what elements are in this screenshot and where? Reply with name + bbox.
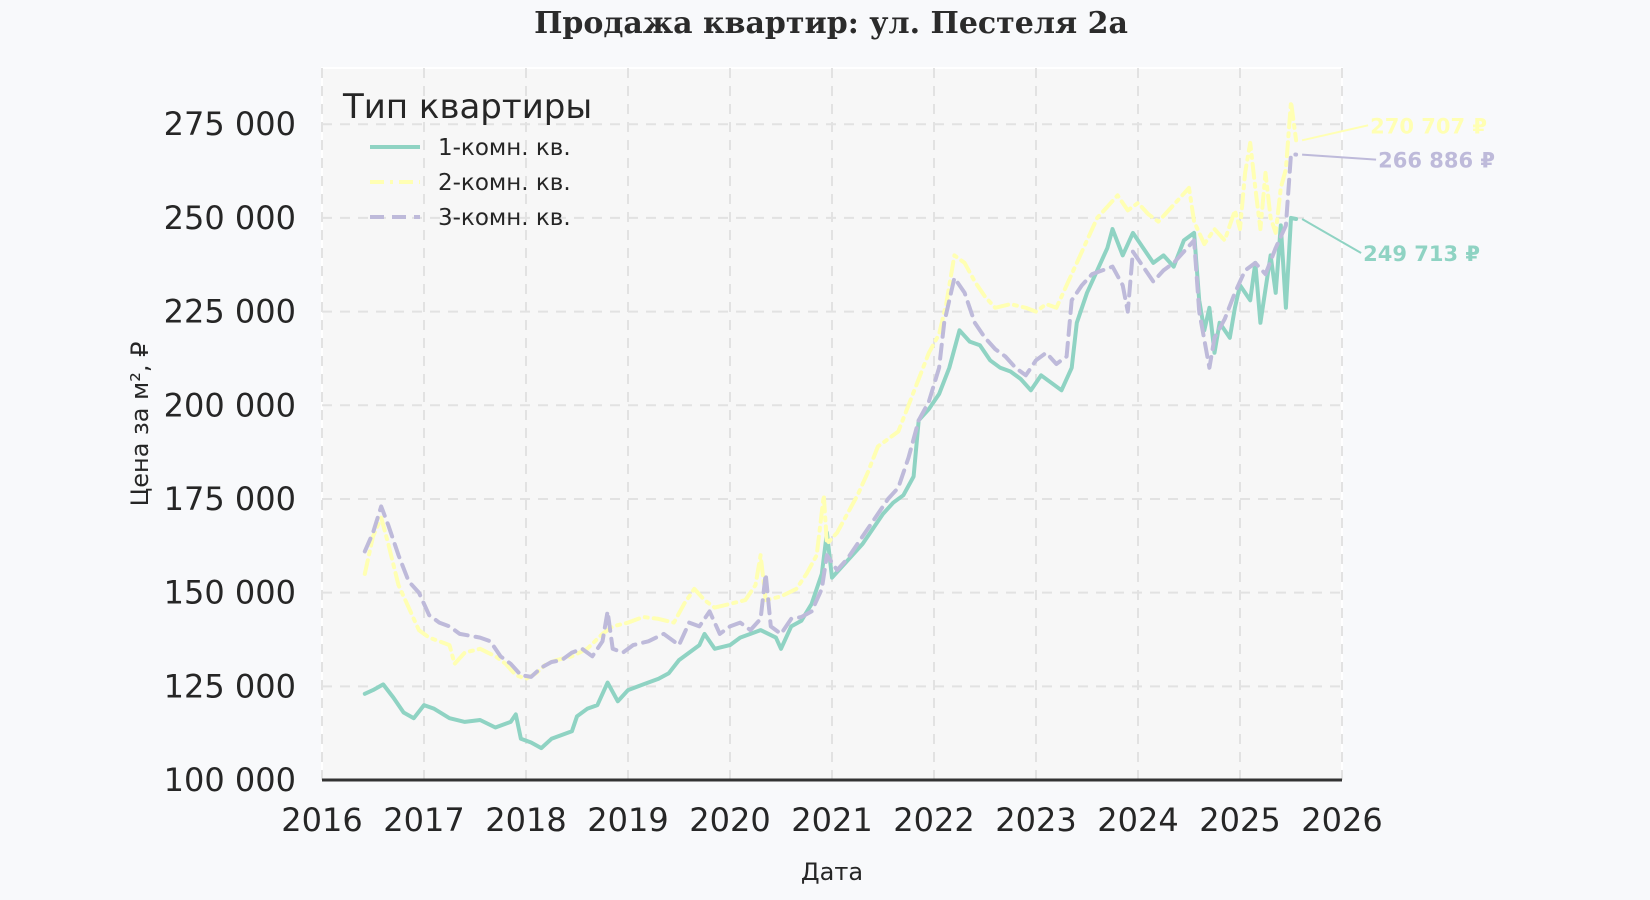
- plot-area: [321, 67, 1343, 781]
- legend-label-1: 1-комн. кв.: [438, 135, 571, 161]
- y-tick-label: 250 000: [164, 199, 296, 237]
- x-tick-label: 2024: [1097, 801, 1178, 839]
- end-label-3: 266 886 ₽: [1378, 149, 1495, 173]
- x-tick-label: 2021: [791, 801, 872, 839]
- x-tick-label: 2016: [281, 801, 362, 839]
- x-tick-label: 2025: [1199, 801, 1280, 839]
- series-layer: [362, 99, 1299, 751]
- x-tick-label: 2022: [893, 801, 974, 839]
- x-tick-label: 2019: [587, 801, 668, 839]
- y-tick-labels: 100 000 125 000 150 000 175 000 200 000 225 0…: [164, 105, 296, 799]
- end-label-arrow-2: [1301, 124, 1369, 142]
- series-line-3: [362, 152, 1299, 679]
- x-tick-label: 2018: [485, 801, 566, 839]
- end-label-1: 249 713 ₽: [1363, 242, 1480, 266]
- chart-title: Продажа квартир: ул. Пестеля 2а: [534, 6, 1128, 41]
- end-labels: 249 713 ₽ 270 707 ₽ 266 886 ₽: [1301, 114, 1495, 266]
- legend: Тип квартиры 1-комн. кв. 2-комн. кв. 3-ком…: [342, 87, 592, 231]
- x-tick-label: 2017: [383, 801, 464, 839]
- legend-label-2: 2-комн. кв.: [438, 170, 571, 196]
- y-tick-label: 125 000: [164, 667, 296, 705]
- y-tick-label: 275 000: [164, 105, 296, 143]
- y-tick-label: 200 000: [164, 386, 296, 424]
- x-tick-label: 2026: [1301, 801, 1382, 839]
- y-tick-label: 175 000: [164, 480, 296, 518]
- y-tick-label: 150 000: [164, 574, 296, 612]
- x-axis-label: Дата: [801, 858, 863, 886]
- legend-label-3: 3-комн. кв.: [438, 205, 571, 231]
- series-line-2: [362, 99, 1299, 681]
- x-tick-label: 2020: [689, 801, 770, 839]
- end-label-2: 270 707 ₽: [1370, 114, 1487, 138]
- y-tick-label: 100 000: [164, 761, 296, 799]
- legend-title: Тип квартиры: [342, 87, 592, 127]
- x-tick-labels: 2016 2017 2018 2019 2020 2021 2022 2023 2024 2025…: [281, 801, 1382, 839]
- end-label-arrow-1: [1301, 218, 1362, 254]
- y-axis-label: Цена за м², ₽: [126, 342, 154, 507]
- end-label-arrow-3: [1302, 153, 1377, 161]
- x-tick-label: 2023: [995, 801, 1076, 839]
- y-tick-label: 225 000: [164, 293, 296, 331]
